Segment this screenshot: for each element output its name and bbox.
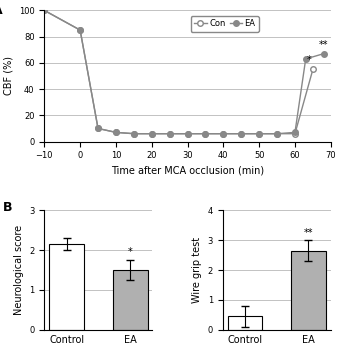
- Con: [203, 132, 207, 136]
- EA: [303, 57, 308, 61]
- EA: [203, 132, 207, 136]
- EA: [275, 132, 279, 136]
- Con: [221, 132, 225, 136]
- Con: [311, 67, 315, 71]
- Con: [167, 132, 172, 136]
- EA: [167, 132, 172, 136]
- EA: [78, 28, 82, 32]
- Con: [132, 132, 136, 136]
- EA: [293, 130, 297, 135]
- Line: Con: Con: [42, 8, 316, 136]
- Con: [42, 8, 46, 12]
- Bar: [291, 251, 326, 330]
- Con: [150, 132, 154, 136]
- Con: [186, 132, 190, 136]
- EA: [322, 52, 326, 56]
- Line: EA: EA: [42, 8, 326, 136]
- Text: *: *: [128, 247, 132, 257]
- EA: [257, 132, 261, 136]
- EA: [132, 132, 136, 136]
- Y-axis label: Neurological score: Neurological score: [14, 225, 24, 315]
- Bar: [227, 316, 263, 330]
- Text: *: *: [307, 56, 312, 66]
- Con: [96, 126, 100, 130]
- EA: [114, 130, 118, 135]
- Y-axis label: CBF (%): CBF (%): [3, 57, 13, 95]
- EA: [186, 132, 190, 136]
- X-axis label: Time after MCA occlusion (min): Time after MCA occlusion (min): [111, 166, 264, 176]
- Con: [114, 130, 118, 135]
- EA: [96, 126, 100, 130]
- Con: [239, 132, 243, 136]
- Bar: [113, 270, 148, 330]
- Text: **: **: [304, 228, 313, 238]
- Con: [257, 132, 261, 136]
- Con: [293, 132, 297, 136]
- Text: A: A: [0, 4, 2, 17]
- EA: [150, 132, 154, 136]
- EA: [42, 8, 46, 12]
- Bar: [49, 244, 84, 330]
- Con: [275, 132, 279, 136]
- EA: [239, 132, 243, 136]
- Y-axis label: Wire grip test: Wire grip test: [192, 237, 202, 303]
- Text: **: **: [319, 40, 328, 50]
- Con: [78, 28, 82, 32]
- Text: B: B: [3, 201, 13, 214]
- EA: [221, 132, 225, 136]
- Legend: Con, EA: Con, EA: [191, 16, 259, 32]
